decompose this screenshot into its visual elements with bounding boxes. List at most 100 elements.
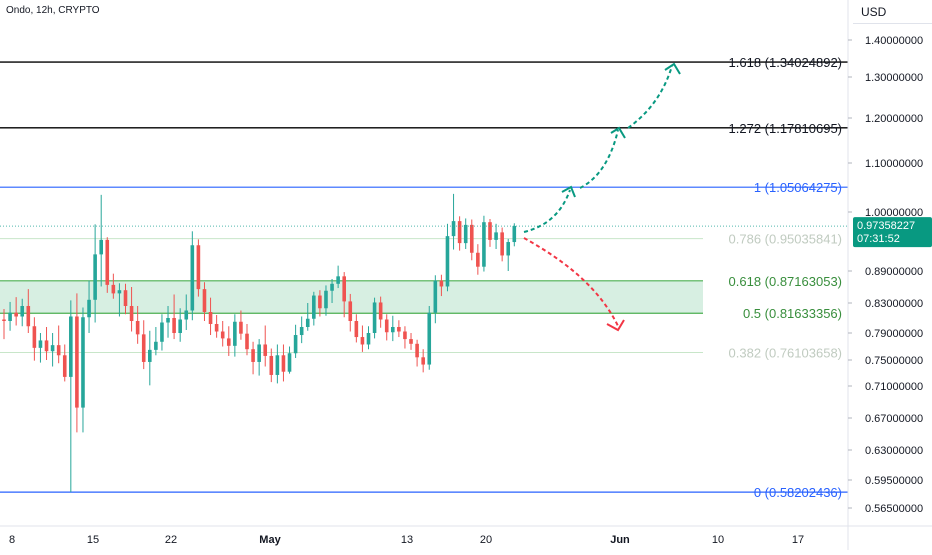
fib-label-0: 0 (0.58202436) bbox=[754, 485, 842, 500]
candle-body bbox=[129, 306, 134, 321]
candle-body bbox=[342, 276, 346, 302]
y-tick-label: 0.67000000 bbox=[865, 413, 923, 425]
candle-body bbox=[178, 319, 182, 333]
x-tick-label: 22 bbox=[165, 534, 177, 546]
candle-body bbox=[506, 242, 511, 256]
scenario-down-arrow bbox=[523, 237, 619, 327]
candle-body bbox=[166, 318, 170, 323]
candle-body bbox=[141, 334, 146, 362]
candle-body bbox=[93, 254, 97, 300]
candle-body bbox=[81, 317, 85, 408]
candle-body bbox=[233, 321, 237, 346]
candle-body bbox=[324, 290, 328, 309]
candle-body bbox=[451, 221, 456, 237]
y-tick-label: 0.59500000 bbox=[865, 475, 923, 487]
y-tick-label: 0.79000000 bbox=[865, 328, 923, 340]
candle-body bbox=[391, 327, 395, 333]
candle-body bbox=[257, 344, 261, 362]
candle-body bbox=[488, 222, 492, 240]
candle-body bbox=[135, 321, 140, 335]
candle-body bbox=[26, 306, 31, 327]
candle-body bbox=[269, 355, 274, 375]
candle-body bbox=[299, 327, 304, 336]
x-tick-label: May bbox=[259, 534, 281, 546]
candle-body bbox=[245, 333, 249, 350]
y-tick-label: 1.10000000 bbox=[865, 158, 923, 170]
candle-body bbox=[160, 322, 164, 342]
x-tick-label: 15 bbox=[87, 534, 99, 546]
y-tick-label: 1.20000000 bbox=[865, 113, 923, 125]
candle-body bbox=[62, 355, 67, 377]
candle-body bbox=[2, 319, 6, 321]
candle-body bbox=[281, 355, 286, 372]
candle-body bbox=[99, 239, 103, 255]
candle-body bbox=[8, 312, 12, 321]
candle-body bbox=[318, 295, 322, 309]
arrowhead-up-2 bbox=[610, 126, 626, 139]
candle-body bbox=[190, 245, 195, 311]
candle-body bbox=[184, 310, 189, 320]
arrowhead-up-3 bbox=[664, 62, 681, 75]
candle-body bbox=[214, 324, 219, 332]
candle-body bbox=[409, 339, 413, 344]
y-tick-label: 0.89000000 bbox=[865, 266, 923, 278]
candle-body bbox=[263, 344, 268, 356]
candle-body bbox=[305, 318, 310, 327]
candle-body bbox=[457, 221, 462, 244]
candle-body bbox=[87, 299, 91, 318]
fib-label-0.5: 0.5 (0.81633356) bbox=[743, 306, 842, 321]
y-tick-label: 1.40000000 bbox=[865, 35, 923, 47]
candle-body bbox=[384, 319, 389, 333]
price-badge-value: 0.97358227 bbox=[857, 220, 915, 232]
candle-body bbox=[336, 276, 340, 284]
candle-body bbox=[512, 225, 517, 243]
candle-body bbox=[312, 295, 316, 319]
candle-body bbox=[476, 252, 480, 267]
candle-body bbox=[148, 349, 152, 362]
y-tick-label: 0.75000000 bbox=[865, 355, 923, 367]
currency-label[interactable]: USD bbox=[861, 5, 887, 19]
candle-body bbox=[56, 345, 61, 356]
candle-body bbox=[287, 353, 292, 372]
scenario-up-arrow-1 bbox=[523, 189, 571, 233]
fib-label-1.618: 1.618 (1.34024892) bbox=[729, 55, 842, 70]
candle-body bbox=[494, 232, 498, 240]
candle-body bbox=[38, 340, 43, 348]
candle-body bbox=[360, 337, 365, 345]
arrowhead-up-1 bbox=[561, 185, 576, 198]
fib-label-1.272: 1.272 (1.17810695) bbox=[729, 121, 842, 136]
candle-body bbox=[14, 312, 18, 317]
candle-body bbox=[69, 316, 73, 377]
candle-body bbox=[397, 327, 401, 332]
price-badge-countdown: 07:31:52 bbox=[857, 233, 900, 245]
candle-body bbox=[251, 349, 255, 362]
y-tick-label: 1.30000000 bbox=[865, 72, 923, 84]
candle-body bbox=[378, 302, 383, 320]
x-tick-label: Jun bbox=[610, 534, 630, 546]
candle-body bbox=[44, 340, 49, 352]
candle-body bbox=[500, 232, 504, 256]
price-badge bbox=[853, 217, 932, 248]
candle-body bbox=[154, 341, 158, 350]
y-tick-label: 0.63000000 bbox=[865, 445, 923, 457]
y-tick-label: 0.71000000 bbox=[865, 381, 923, 393]
candle-body bbox=[403, 331, 407, 340]
candle-body bbox=[427, 312, 432, 365]
candle-body bbox=[433, 280, 438, 313]
candle-body bbox=[20, 306, 25, 317]
arrowhead-down bbox=[606, 319, 625, 332]
candle-body bbox=[439, 280, 444, 287]
candle-body bbox=[50, 345, 55, 352]
candle-body bbox=[415, 343, 419, 358]
candle-body bbox=[111, 284, 116, 294]
candle-body bbox=[239, 321, 243, 334]
fib-label-0.786: 0.786 (0.95035841) bbox=[729, 232, 842, 247]
candle-body bbox=[293, 335, 298, 354]
candle-body bbox=[469, 224, 474, 253]
fib-label-0.618: 0.618 (0.87163053) bbox=[729, 274, 842, 289]
candle-body bbox=[220, 331, 225, 339]
fib-label-0.382: 0.382 (0.76103658) bbox=[729, 346, 842, 361]
candle-body bbox=[354, 321, 359, 338]
